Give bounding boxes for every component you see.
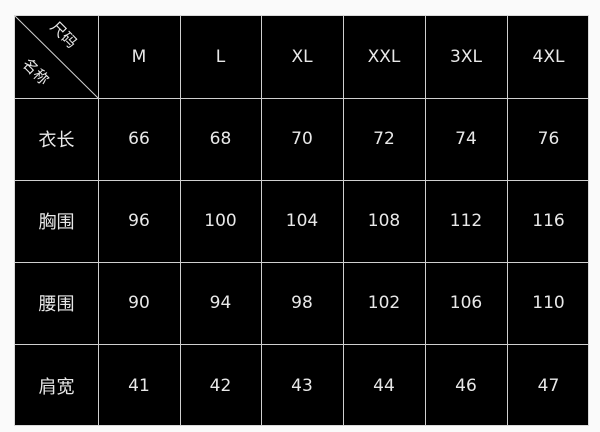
row-label: 肩宽 <box>38 376 75 398</box>
table-cell: 96 <box>128 211 150 231</box>
size-header-xxl: XXL <box>367 47 401 67</box>
table-cell: 104 <box>285 211 319 231</box>
grid-column-line <box>180 16 181 425</box>
row-label: 腰围 <box>38 294 75 315</box>
table-cell: 46 <box>455 375 477 396</box>
table-cell: 98 <box>291 293 313 313</box>
size-header-xl: XL <box>291 47 313 67</box>
table-cell: 41 <box>128 375 150 396</box>
table-cell: 68 <box>209 129 232 149</box>
size-header-3xl: 3XL <box>450 47 482 67</box>
grid-row-line <box>15 98 588 99</box>
table-cell: 90 <box>128 293 150 313</box>
grid-column-line <box>425 16 426 425</box>
row-label: 胸围 <box>38 212 75 233</box>
table-cell: 70 <box>291 129 313 149</box>
table-cell: 94 <box>209 293 232 313</box>
size-header-l: L <box>215 47 226 67</box>
row-label: 衣长 <box>38 130 75 151</box>
table-cell: 112 <box>449 211 483 231</box>
grid-row-line <box>15 344 588 345</box>
grid-column-line <box>261 16 262 425</box>
table-cell: 76 <box>537 129 560 149</box>
size-chart-table: 尺码 名称 M L XL XXL 3XL 4XL 衣长 66 68 70 72 74 76 胸围 96 100… <box>14 15 589 426</box>
table-cell: 44 <box>373 375 395 396</box>
table-cell: 66 <box>128 129 150 149</box>
table-cell: 47 <box>537 375 560 396</box>
table-cell: 106 <box>449 293 483 313</box>
diagonal-header-line <box>15 16 98 98</box>
table-cell: 108 <box>367 211 401 231</box>
table-cell: 42 <box>209 375 232 396</box>
size-header-4xl: 4XL <box>532 47 565 67</box>
table-cell: 110 <box>532 293 565 313</box>
grid-column-line <box>98 16 99 425</box>
table-cell: 116 <box>532 211 565 231</box>
table-cell: 43 <box>291 375 313 396</box>
grid-row-line <box>15 262 588 263</box>
grid-column-line <box>507 16 508 425</box>
grid-row-line <box>15 180 588 181</box>
table-cell: 102 <box>367 293 401 313</box>
size-header-m: M <box>131 47 147 67</box>
table-cell: 100 <box>204 211 237 231</box>
grid-column-line <box>343 16 344 425</box>
table-cell: 72 <box>373 129 395 149</box>
table-cell: 74 <box>455 129 477 149</box>
